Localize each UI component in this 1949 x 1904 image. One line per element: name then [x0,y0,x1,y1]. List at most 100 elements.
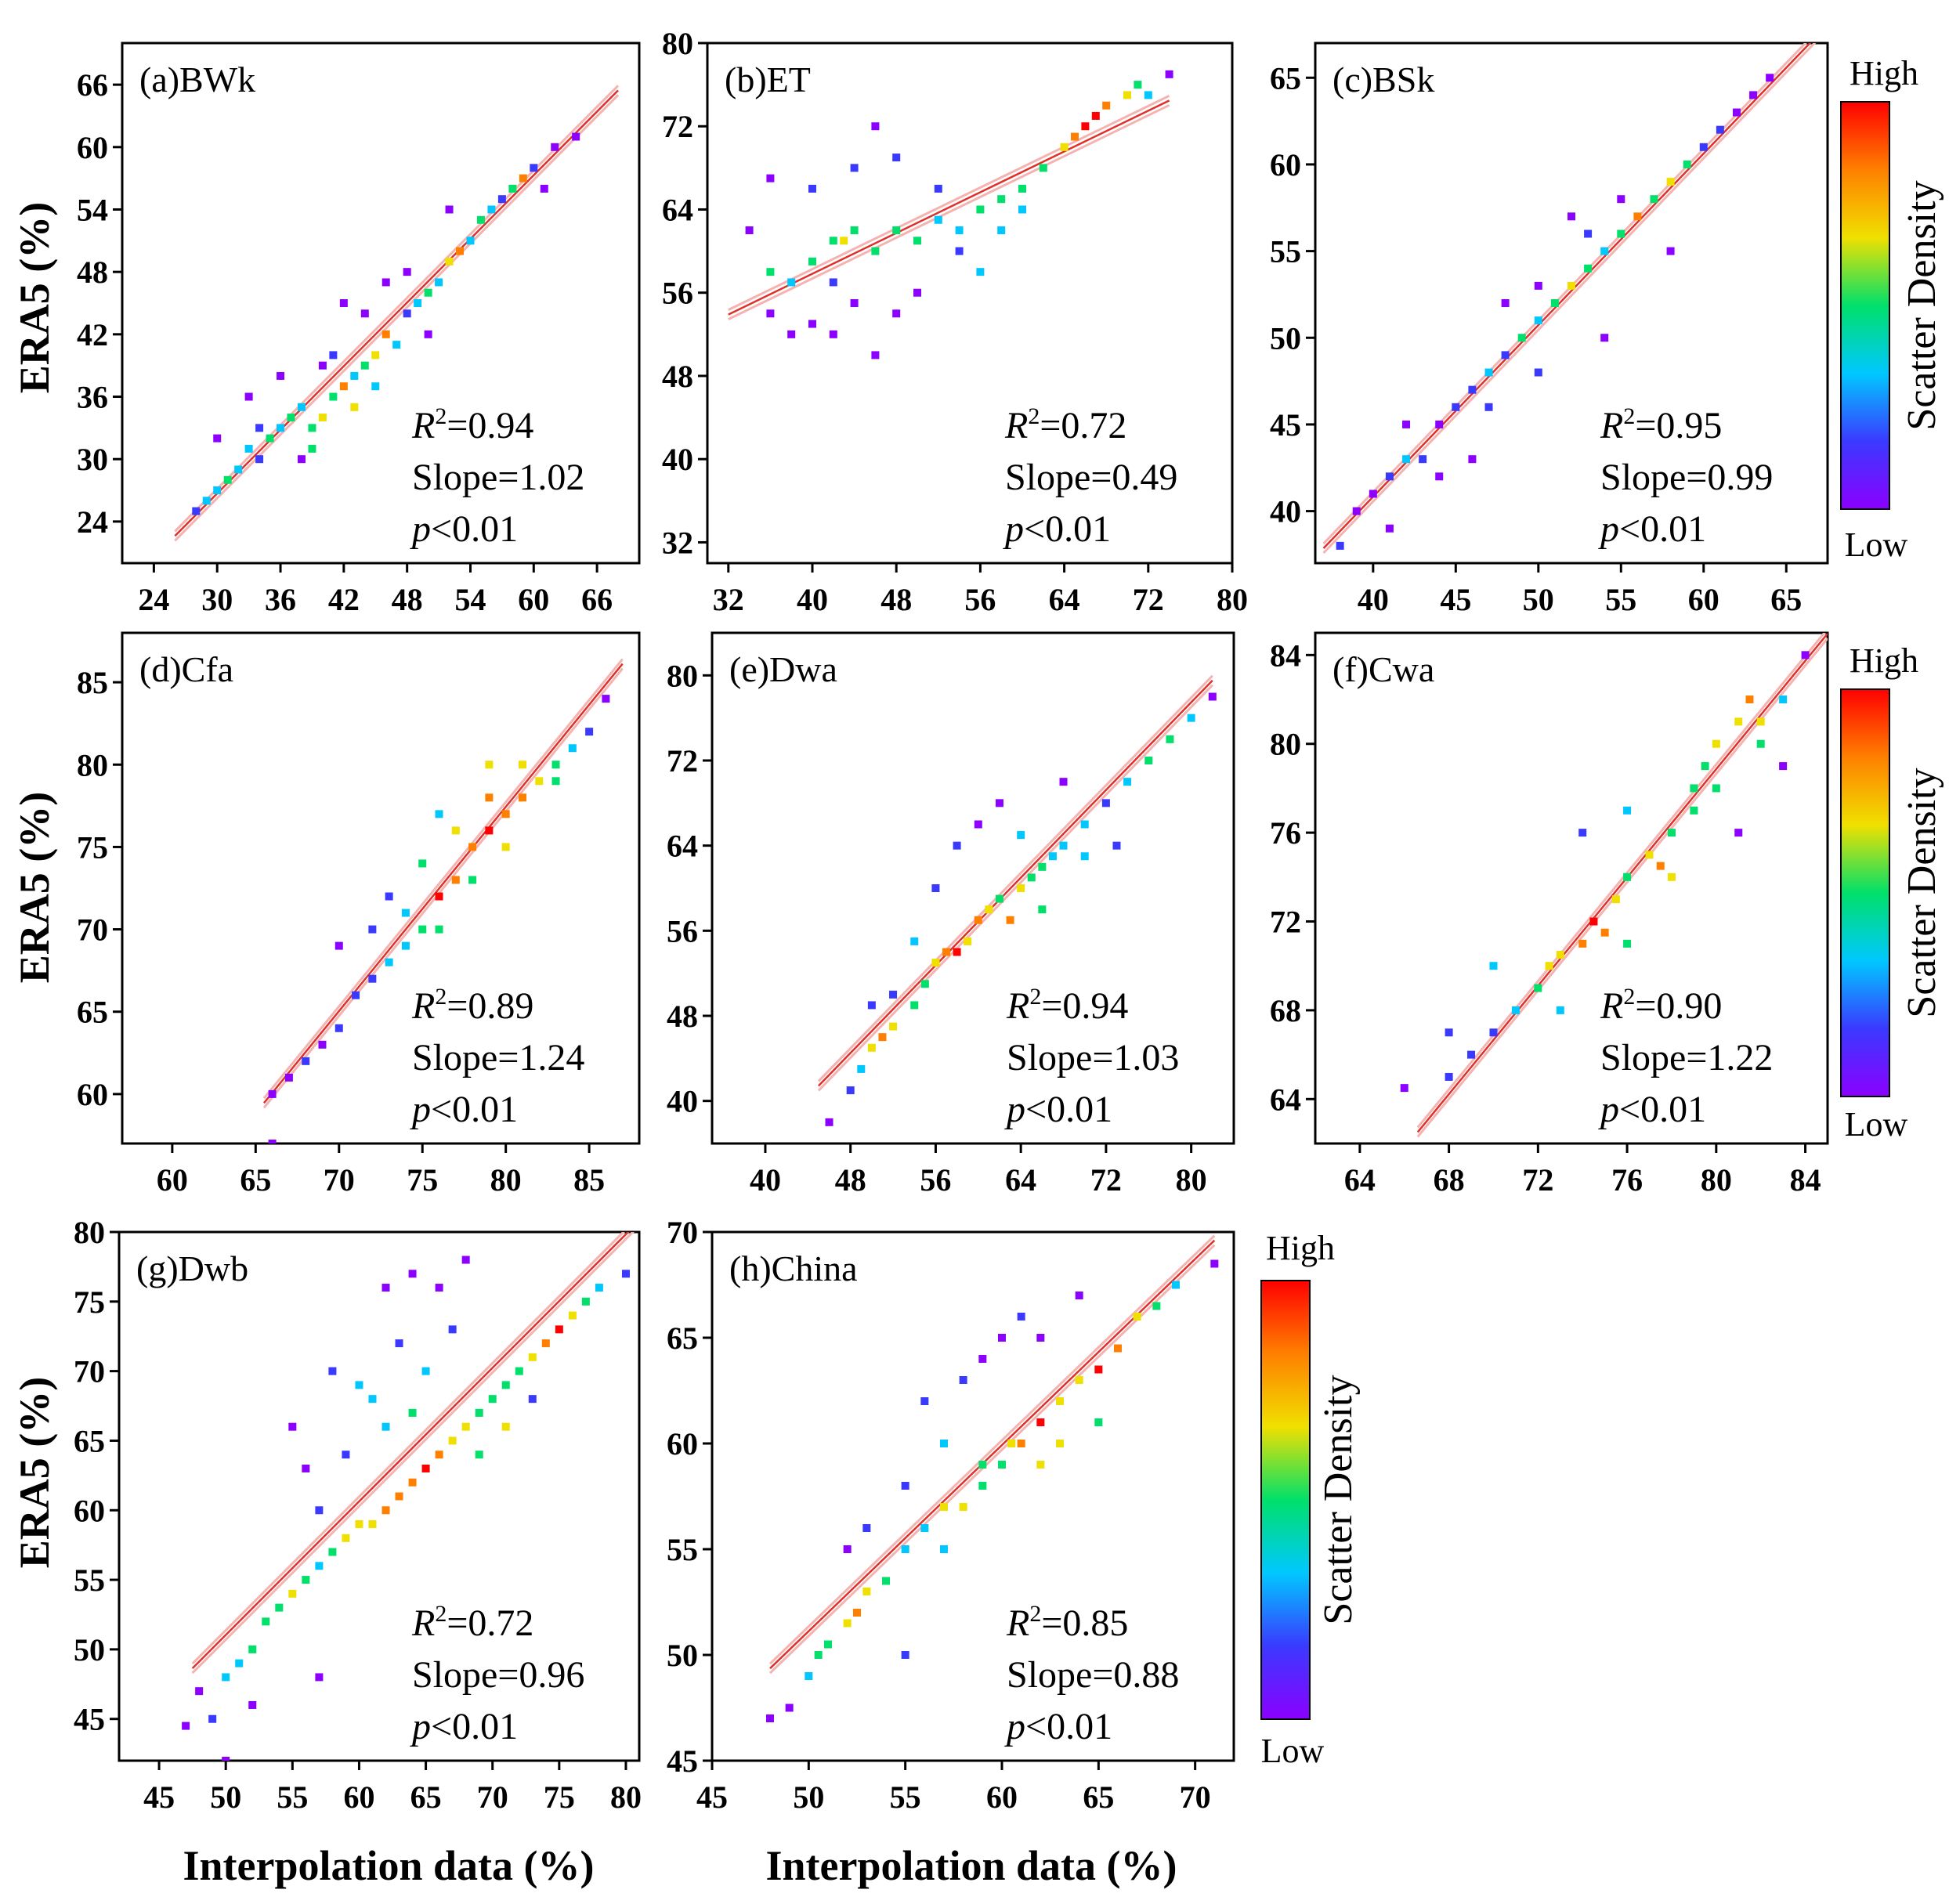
data-point [475,1408,483,1417]
data-point [871,247,880,255]
data-point [1578,829,1587,837]
data-point [352,991,360,999]
data-point [360,361,369,370]
data-point [850,226,859,235]
data-point [445,257,454,266]
data-point [901,1651,909,1659]
data-point [297,455,306,464]
data-point [1402,455,1411,464]
data-point [940,1440,948,1447]
x-tick-label: 84 [1790,1162,1821,1198]
data-layer [1322,43,1817,555]
data-point [1584,264,1593,273]
data-point [1511,1006,1520,1014]
data-point [451,876,460,884]
data-point [497,195,506,204]
slope-label: Slope=1.03 [1007,1037,1179,1078]
confidence-band-upper [728,94,1170,311]
data-point [1094,1418,1103,1426]
data-point [976,205,985,214]
x-tick-label: 75 [407,1162,438,1198]
data-point [1071,132,1079,141]
data-point [1172,1281,1180,1289]
y-tick-label: 65 [1270,60,1301,96]
data-point [192,507,201,515]
data-point [1036,1418,1045,1426]
data-point [328,1548,337,1556]
regression-line [191,1232,630,1669]
data-point [328,1367,337,1375]
y-tick-label: 60 [77,1077,108,1112]
data-point [1445,1072,1453,1081]
data-point [920,1397,929,1405]
x-tick-label: 40 [797,582,828,617]
y-tick-label: 80 [1270,727,1301,762]
data-point [1517,334,1526,342]
data-point [882,1577,890,1585]
y-tick-label: 76 [1270,815,1301,851]
data-point [468,843,477,851]
data-point [846,1086,855,1095]
data-point [1059,778,1068,786]
y-tick-label: 45 [1270,407,1301,443]
p-value-label: p<0.01 [1004,1089,1112,1130]
data-point [1048,852,1057,861]
data-layer [728,70,1173,359]
data-point [485,761,494,769]
x-tick-label: 24 [138,582,169,617]
data-point [1187,714,1195,722]
data-point [518,793,526,802]
colorbar-high-label: High [1266,1229,1335,1267]
data-point [435,1451,443,1459]
data-point [435,1284,443,1292]
panels: 24 30 36 42 48 54 60 66 24 30 36 42 48 54 60 66 (a)BWk R2… [74,26,1829,1815]
data-point [766,268,775,276]
r-squared-label: R2=0.95 [1600,403,1722,446]
data-layer [262,658,624,1143]
data-point [997,195,1006,204]
data-point [1081,122,1090,131]
data-point [785,1703,794,1712]
confidence-band-lower [174,94,620,542]
p-value-label: p<0.01 [410,1706,518,1747]
slope-label: Slope=1.02 [412,457,584,498]
data-point [466,237,475,245]
data-point [1400,1084,1408,1093]
colorbar-gradient [1840,688,1890,1097]
y-tick-label: 68 [1270,993,1301,1028]
colorbar-title: Scatter Density [1316,1375,1361,1624]
data-point [843,1619,852,1628]
data-point [487,205,496,214]
data-point [468,876,477,884]
x-tick-label: 70 [477,1779,508,1815]
data-point [297,403,306,411]
panel-f: 64 68 72 76 80 84 64 68 72 76 80 84 (f)Cwa R2=0.90 Slo… [1270,631,1829,1198]
x-tick-label: 45 [1440,582,1471,617]
data-point [385,958,393,966]
data-point [371,351,380,359]
y-tick-label: 45 [667,1743,698,1779]
x-tick-label: 55 [277,1779,308,1815]
data-point [287,414,295,422]
plot-frame [711,1230,1235,1762]
data-point [318,1040,327,1049]
data-point [235,1659,244,1667]
data-point [871,122,880,131]
data-point [1452,403,1460,411]
data-point [892,226,901,235]
y-tick-label: 80 [77,747,108,782]
p-value-label: p<0.01 [410,508,518,550]
y-tick-label: 60 [74,1493,105,1528]
data-point [302,1057,310,1065]
plot-frame [711,631,1235,1145]
x-tick-label: 40 [750,1162,781,1198]
y-tick-label: 80 [662,26,693,61]
colorbar-low-label: Low [1261,1732,1325,1770]
data-point [1556,1006,1564,1014]
plot-frame [1314,42,1829,565]
data-point [1683,160,1691,168]
data-point [551,777,560,786]
data-point [1584,229,1593,238]
data-point [871,351,880,359]
